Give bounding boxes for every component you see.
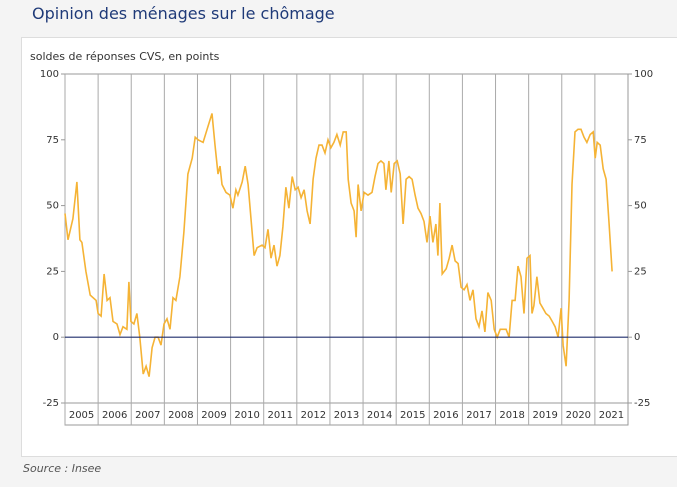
y-tick-label: 0 — [53, 332, 59, 343]
y-tick-label: 100 — [40, 69, 59, 80]
x-tick-label: 2015 — [400, 410, 425, 421]
chart: soldes de réponses CVS, en points 2005 20… — [30, 50, 653, 426]
y2-tick-label: 25 — [634, 266, 647, 277]
y-tick-label: -25 — [43, 398, 59, 409]
x-tick-label: 2011 — [268, 410, 293, 421]
y-tick-label: 75 — [46, 135, 59, 146]
y2-tick-label: 50 — [634, 201, 647, 212]
x-tick-label: 2017 — [466, 410, 491, 421]
y2-tick-label: 0 — [634, 332, 640, 343]
y-tick-label: 50 — [46, 201, 59, 212]
x-tick-label: 2019 — [532, 410, 557, 421]
chart-panel — [21, 37, 677, 457]
x-tick-label: 2018 — [499, 410, 524, 421]
x-tick-label: 2008 — [168, 410, 193, 421]
x-tick-label: 2005 — [69, 410, 94, 421]
x-tick-label: 2012 — [301, 410, 326, 421]
y-axis-label: soldes de réponses CVS, en points — [30, 50, 220, 63]
source: Source : Insee — [23, 462, 102, 475]
data-line — [64, 113, 613, 377]
y2-tick-label: 75 — [634, 135, 647, 146]
x-tick-label: 2013 — [334, 410, 359, 421]
x-tick-label: 2006 — [102, 410, 127, 421]
x-tick-label: 2009 — [201, 410, 226, 421]
x-tick-label: 2021 — [599, 410, 624, 421]
x-tick-label: 2020 — [566, 410, 591, 421]
title: Opinion des ménages sur le chômage — [32, 4, 335, 23]
x-tick-label: 2016 — [433, 410, 458, 421]
y-tick-label: 25 — [46, 266, 59, 277]
y2-tick-label: 100 — [634, 69, 653, 80]
x-tick-label: 2010 — [234, 410, 259, 421]
x-tick-label: 2014 — [367, 410, 392, 421]
y2-tick-label: -25 — [634, 398, 650, 409]
x-tick-label: 2007 — [135, 410, 160, 421]
